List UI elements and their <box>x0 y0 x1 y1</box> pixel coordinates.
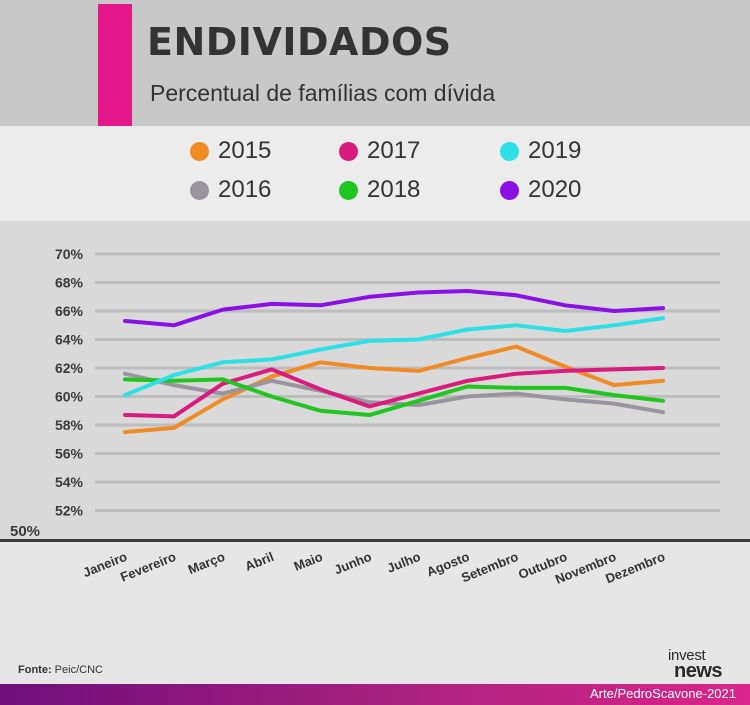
x-tick-label: Junho <box>332 549 374 578</box>
x-axis-area <box>0 542 750 684</box>
art-credit: Arte/PedroScavone-2021 <box>590 686 736 701</box>
footer-bar: Arte/PedroScavone-2021 <box>0 684 750 705</box>
x-tick-label: Setembro <box>459 549 520 585</box>
x-tick-label: Julho <box>385 549 423 576</box>
y-tick-label: 70% <box>55 246 84 262</box>
y-tick-label: 54% <box>55 474 84 490</box>
source-value: Peic/CNC <box>54 664 103 676</box>
legend-swatch-2016 <box>190 181 209 200</box>
brand-logo: invest news <box>668 648 740 682</box>
y-axis-ticks: 70% 68% 66% 64% 62% 60% 58% 56% 54% 52% 50% <box>10 246 84 540</box>
chart-title: ENDIVIDADOS <box>147 20 452 64</box>
chart-subtitle: Percentual de famílias com dívida <box>150 80 496 106</box>
series-line-2019 <box>123 316 665 398</box>
y-tick-label: 58% <box>55 417 84 433</box>
legend-swatch-2015 <box>190 142 209 161</box>
source-label: Fonte: <box>18 664 52 676</box>
series-line-2017 <box>123 366 665 419</box>
legend-label: 2016 <box>218 176 272 203</box>
x-tick-label: Abril <box>243 549 276 574</box>
legend-label: 2017 <box>367 137 421 164</box>
legend-swatch-2019 <box>500 142 519 161</box>
y-tick-label: 66% <box>55 303 84 319</box>
source-note: Fonte: Peic/CNC <box>18 664 103 676</box>
legend-label: 2020 <box>528 176 582 203</box>
y-tick-label: 64% <box>55 332 84 348</box>
y-tick-label: 52% <box>55 503 84 519</box>
series-line-2020 <box>123 289 665 328</box>
y-tick-label: 56% <box>55 446 84 462</box>
legend: 2015 2017 2019 2016 2018 2020 <box>0 126 750 221</box>
x-tick-label: Maio <box>292 549 325 574</box>
brand-logo-bottom: news <box>674 660 723 682</box>
series-line-2018 <box>123 377 665 417</box>
series-lines <box>123 289 665 435</box>
y-tick-label: 68% <box>55 275 84 291</box>
accent-bar <box>98 4 132 126</box>
x-axis-baseline <box>0 539 750 542</box>
legend-swatch-2017 <box>339 142 358 161</box>
legend-label: 2015 <box>218 137 272 164</box>
series-line-2016 <box>123 371 665 415</box>
y-tick-label: 60% <box>55 389 84 405</box>
legend-swatch-2020 <box>500 181 519 200</box>
x-tick-label: Fevereiro <box>118 549 178 585</box>
legend-swatch-2018 <box>339 181 358 200</box>
y-tick-label: 62% <box>55 360 84 376</box>
brand-logo-top: invest <box>668 647 706 664</box>
legend-label: 2018 <box>367 176 421 203</box>
x-tick-label: Março <box>186 549 227 577</box>
legend-label: 2019 <box>528 137 582 164</box>
y-base-label: 50% <box>10 523 40 540</box>
